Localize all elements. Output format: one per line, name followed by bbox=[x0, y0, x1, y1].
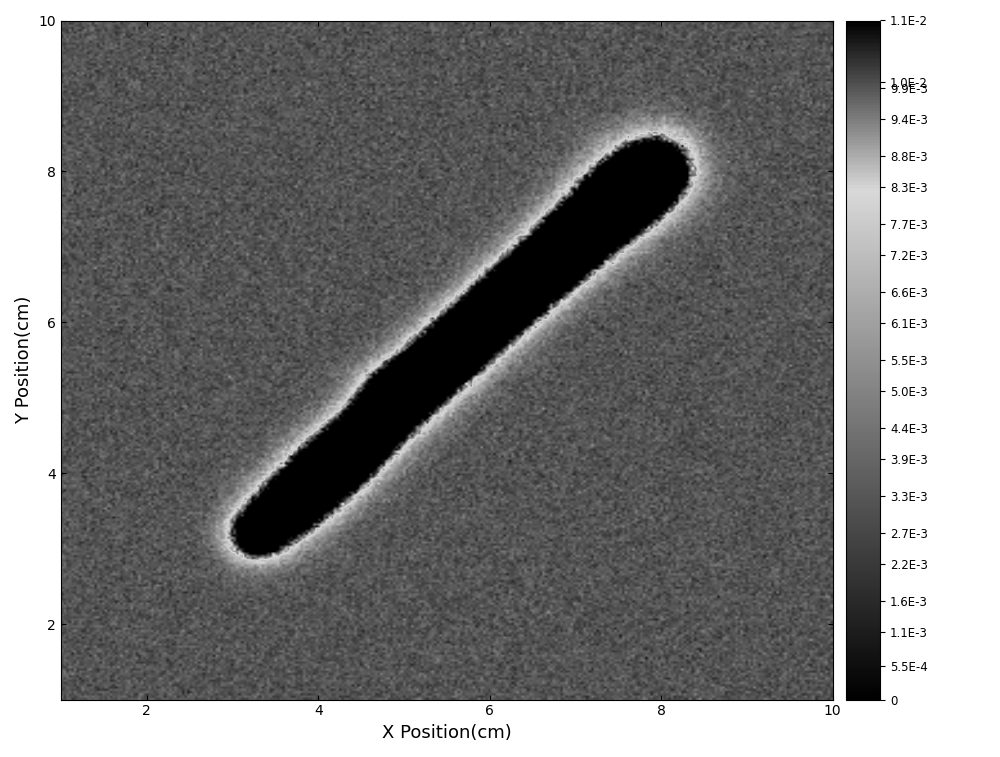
X-axis label: X Position(cm): X Position(cm) bbox=[382, 724, 512, 742]
Y-axis label: Y Position(cm): Y Position(cm) bbox=[15, 296, 33, 424]
